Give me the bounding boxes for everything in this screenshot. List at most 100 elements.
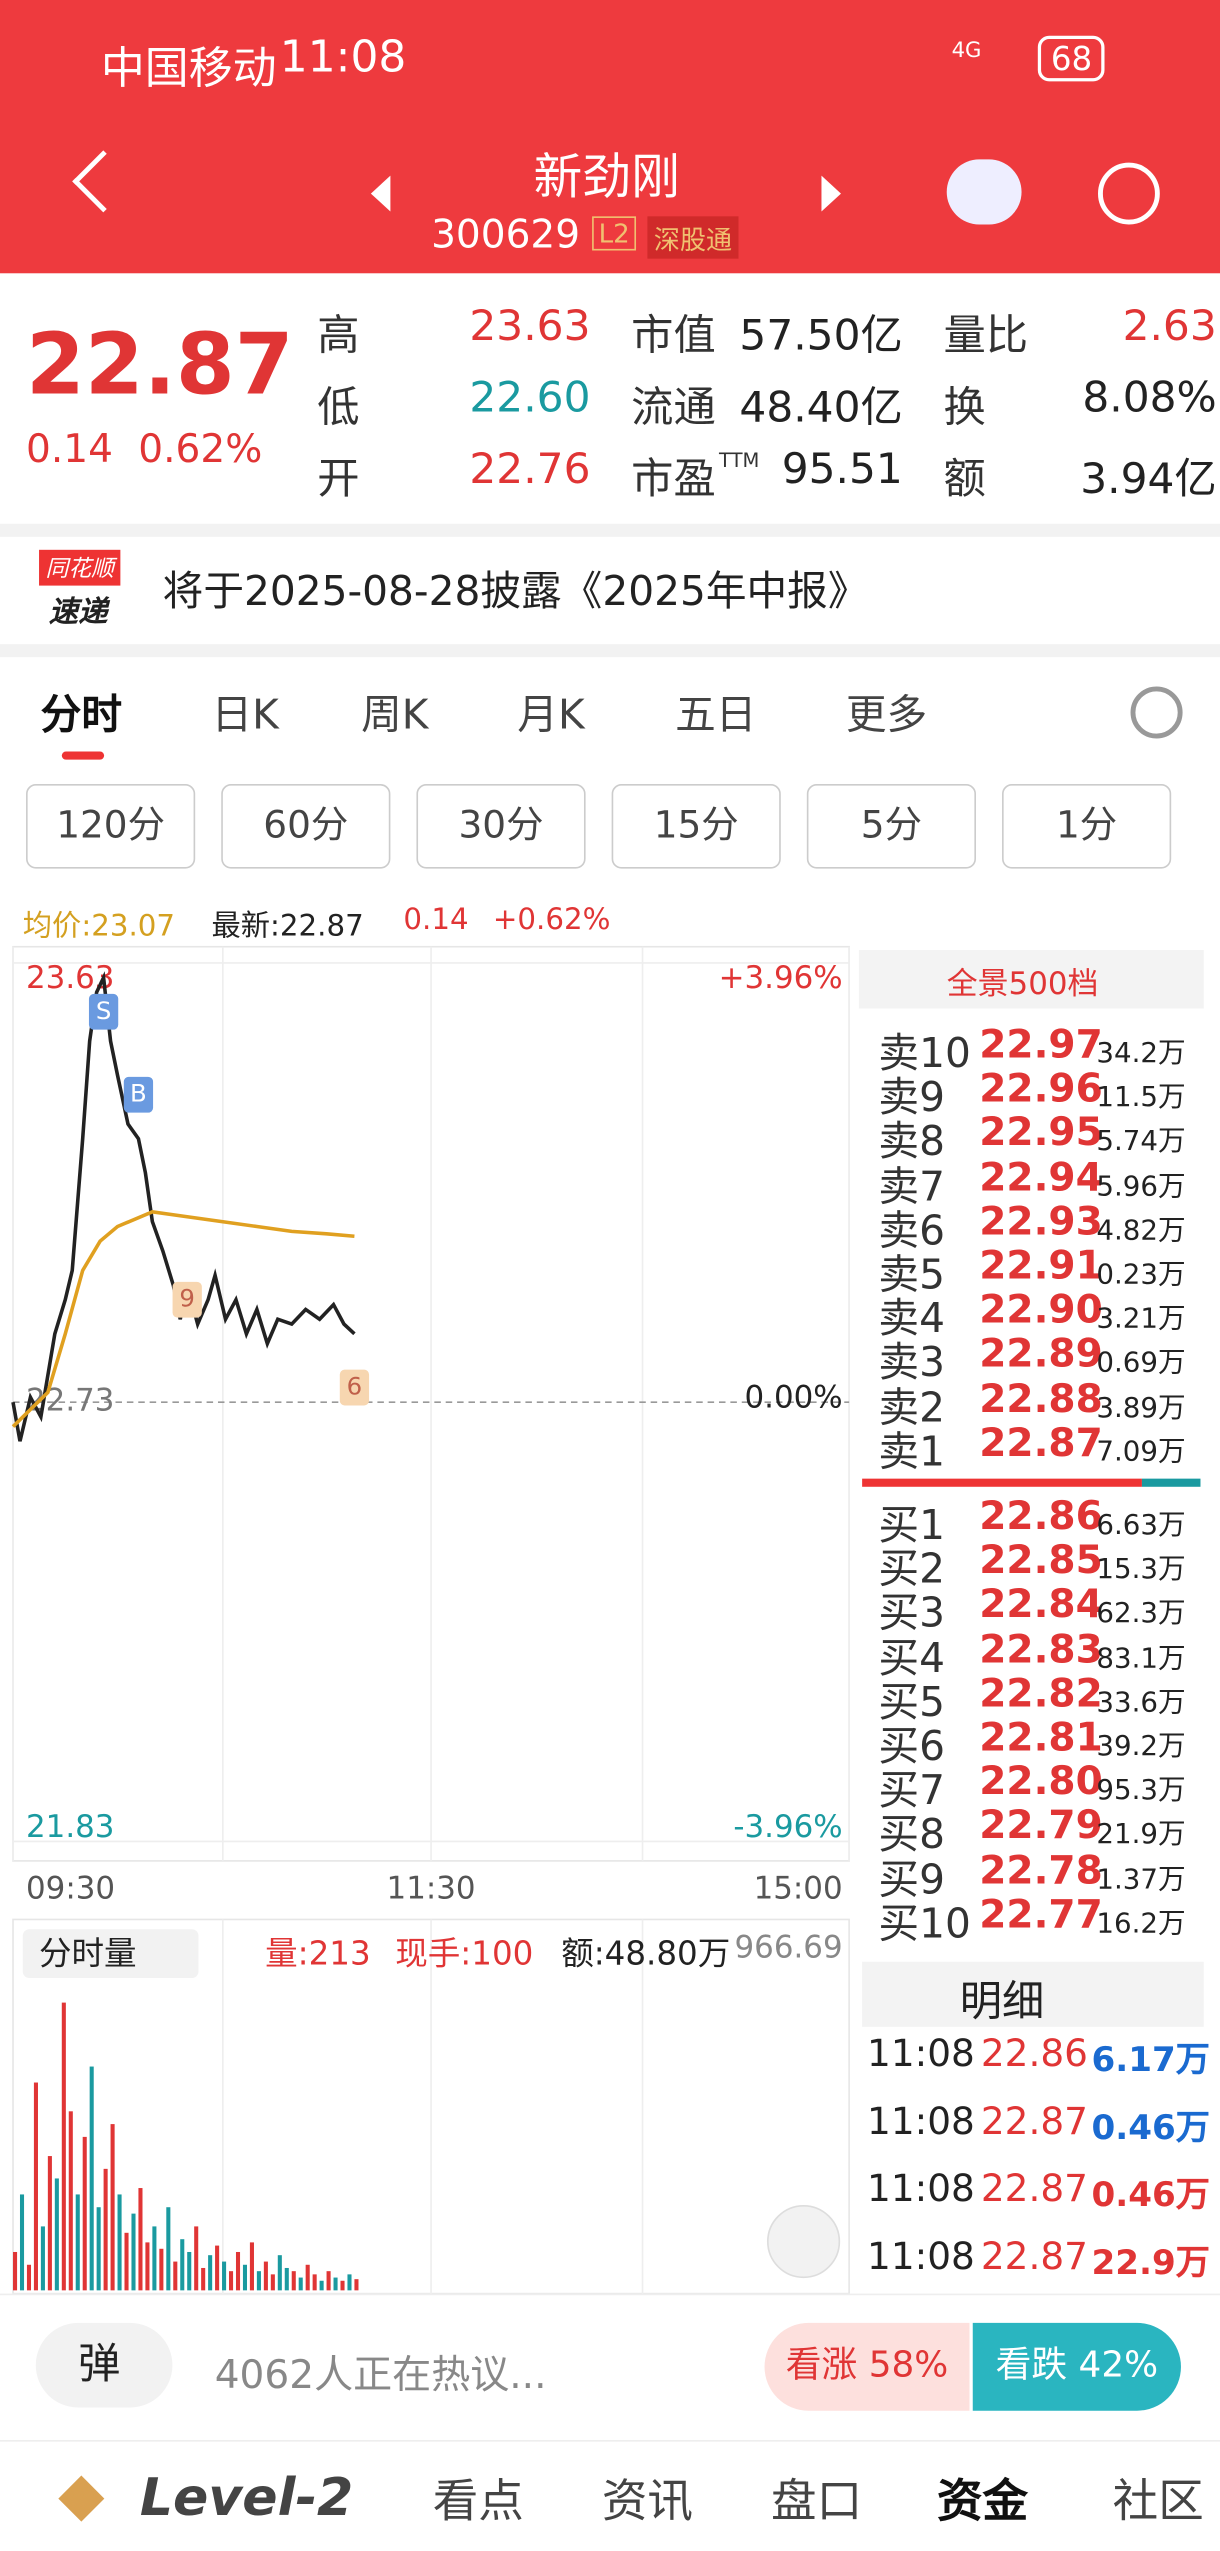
nav-item[interactable]: 盘口 [771, 2474, 863, 2528]
order-price: 22.91 [979, 1242, 1103, 1289]
badge: 深股通 [647, 216, 739, 259]
volume-bar [13, 2251, 18, 2291]
badge: L2 [592, 216, 637, 251]
info-change: 0.14 [403, 902, 469, 937]
discuss-text[interactable]: 4062人正在热议... [214, 2352, 547, 2398]
y2-tick-label: +3.96% [719, 960, 843, 996]
trade-volume: 6.17万 [1091, 2039, 1210, 2079]
period-button[interactable]: 5分 [806, 784, 977, 869]
detail-title[interactable]: 明细 [959, 1978, 1045, 2027]
stat-label: 量比 [943, 312, 1029, 362]
trade-price: 22.87 [980, 2100, 1089, 2144]
fullscreen-button[interactable] [766, 2204, 841, 2279]
period-button[interactable]: 60分 [221, 784, 391, 869]
order-label: 买7 [878, 1766, 945, 1815]
nav-bar [0, 2440, 1220, 2551]
prev-stock[interactable] [370, 175, 391, 212]
stat-label: 开 [317, 455, 360, 505]
trade-time: 11:08 [867, 2033, 975, 2076]
volume-bar [319, 2280, 324, 2291]
order-price: 22.83 [979, 1626, 1103, 1672]
stat-value: 57.50亿 [739, 312, 903, 362]
search-button[interactable] [1098, 162, 1160, 225]
period-button[interactable]: 120分 [26, 784, 196, 869]
volume-bar [33, 2082, 38, 2291]
order-volume: 5.96万 [1096, 1170, 1186, 1204]
order-label: 买10 [878, 1899, 971, 1947]
volume-bar [138, 2188, 143, 2291]
order-price: 22.84 [979, 1581, 1103, 1628]
tab[interactable]: 周K [361, 691, 429, 739]
order-label: 卖8 [878, 1118, 945, 1166]
period-button[interactable]: 30分 [416, 784, 586, 869]
order-price: 22.94 [979, 1154, 1103, 1200]
volume-bar [291, 2271, 296, 2291]
volume-bar [305, 2264, 310, 2291]
stat-sup: TTM [718, 448, 760, 472]
spread-line [862, 1478, 1142, 1487]
spread-line [1141, 1478, 1201, 1487]
order-label: 买5 [878, 1678, 945, 1726]
annotation-box [88, 993, 119, 1030]
x-tick-label: 11:30 [387, 1871, 476, 1907]
order-price: 22.97 [979, 1021, 1103, 1068]
order-volume: 34.2万 [1096, 1037, 1186, 1071]
volume-bar [117, 2194, 122, 2291]
volume-bar [249, 2242, 254, 2291]
brand-logo: 同花顺 [39, 549, 121, 586]
trade-price: 22.87 [980, 2235, 1089, 2279]
stat-value: 48.40亿 [739, 383, 903, 433]
trade-volume: 0.46万 [1091, 2107, 1210, 2147]
order-label: 买2 [878, 1545, 945, 1593]
order-price: 22.93 [979, 1198, 1103, 1245]
order-volume: 16.2万 [1096, 1907, 1186, 1941]
carrier: 中国移动 [100, 43, 277, 95]
nav-item[interactable]: 资金 [936, 2474, 1029, 2528]
nav-item[interactable]: 资讯 [601, 2474, 693, 2528]
nav-item[interactable]: 看点 [432, 2474, 524, 2528]
order-volume: 3.21万 [1096, 1303, 1186, 1336]
bear-button[interactable]: 看跌 42% [972, 2322, 1181, 2411]
detail-header [862, 1961, 1204, 2027]
volume-bar [19, 2194, 25, 2291]
order-volume: 95.3万 [1096, 1775, 1186, 1808]
volume-bar [347, 2274, 352, 2291]
tab[interactable]: 日K [211, 691, 279, 739]
nav-item[interactable]: 社区 [1112, 2474, 1204, 2528]
tab[interactable]: 五日 [675, 691, 757, 739]
orderbook-title: 全景500档 [946, 966, 1099, 1003]
volume-title-bg [22, 1929, 199, 1979]
period-button[interactable]: 1分 [1002, 784, 1172, 869]
period-button[interactable]: 15分 [611, 784, 781, 869]
tab-active[interactable]: 分时 [40, 691, 123, 739]
order-price: 22.80 [979, 1758, 1103, 1805]
tab[interactable]: 更多 [845, 691, 928, 739]
order-volume: 83.1万 [1096, 1642, 1186, 1675]
volume-bar [242, 2264, 248, 2291]
info-pct: +0.62% [492, 902, 611, 937]
next-stock[interactable] [821, 175, 841, 212]
order-volume: 6.63万 [1096, 1509, 1186, 1543]
nav-item[interactable]: Level-2 [139, 2466, 354, 2528]
trade-volume: 22.9万 [1091, 2242, 1210, 2282]
settings-button[interactable] [1130, 686, 1183, 739]
volume-bar [75, 2194, 80, 2291]
order-price: 22.89 [979, 1331, 1103, 1377]
y-tick-label: 966.69 [735, 1929, 843, 1965]
trade-price: 22.86 [980, 2033, 1089, 2076]
bull-button[interactable]: 看涨 58% [764, 2322, 970, 2411]
volume-bar [194, 2226, 199, 2291]
volume-bar [124, 2232, 129, 2291]
danmaku-button[interactable]: 弹 [35, 2322, 173, 2408]
volume-bar [152, 2226, 157, 2291]
stat-value: 22.60 [469, 374, 591, 423]
robot-button[interactable] [946, 159, 1022, 225]
tab[interactable]: 月K [517, 691, 585, 739]
volume-bar [180, 2239, 185, 2291]
order-label: 卖6 [878, 1206, 945, 1254]
stock-code: 300629 [431, 211, 581, 258]
order-price: 22.96 [979, 1065, 1103, 1112]
volume-bar [131, 2213, 136, 2291]
